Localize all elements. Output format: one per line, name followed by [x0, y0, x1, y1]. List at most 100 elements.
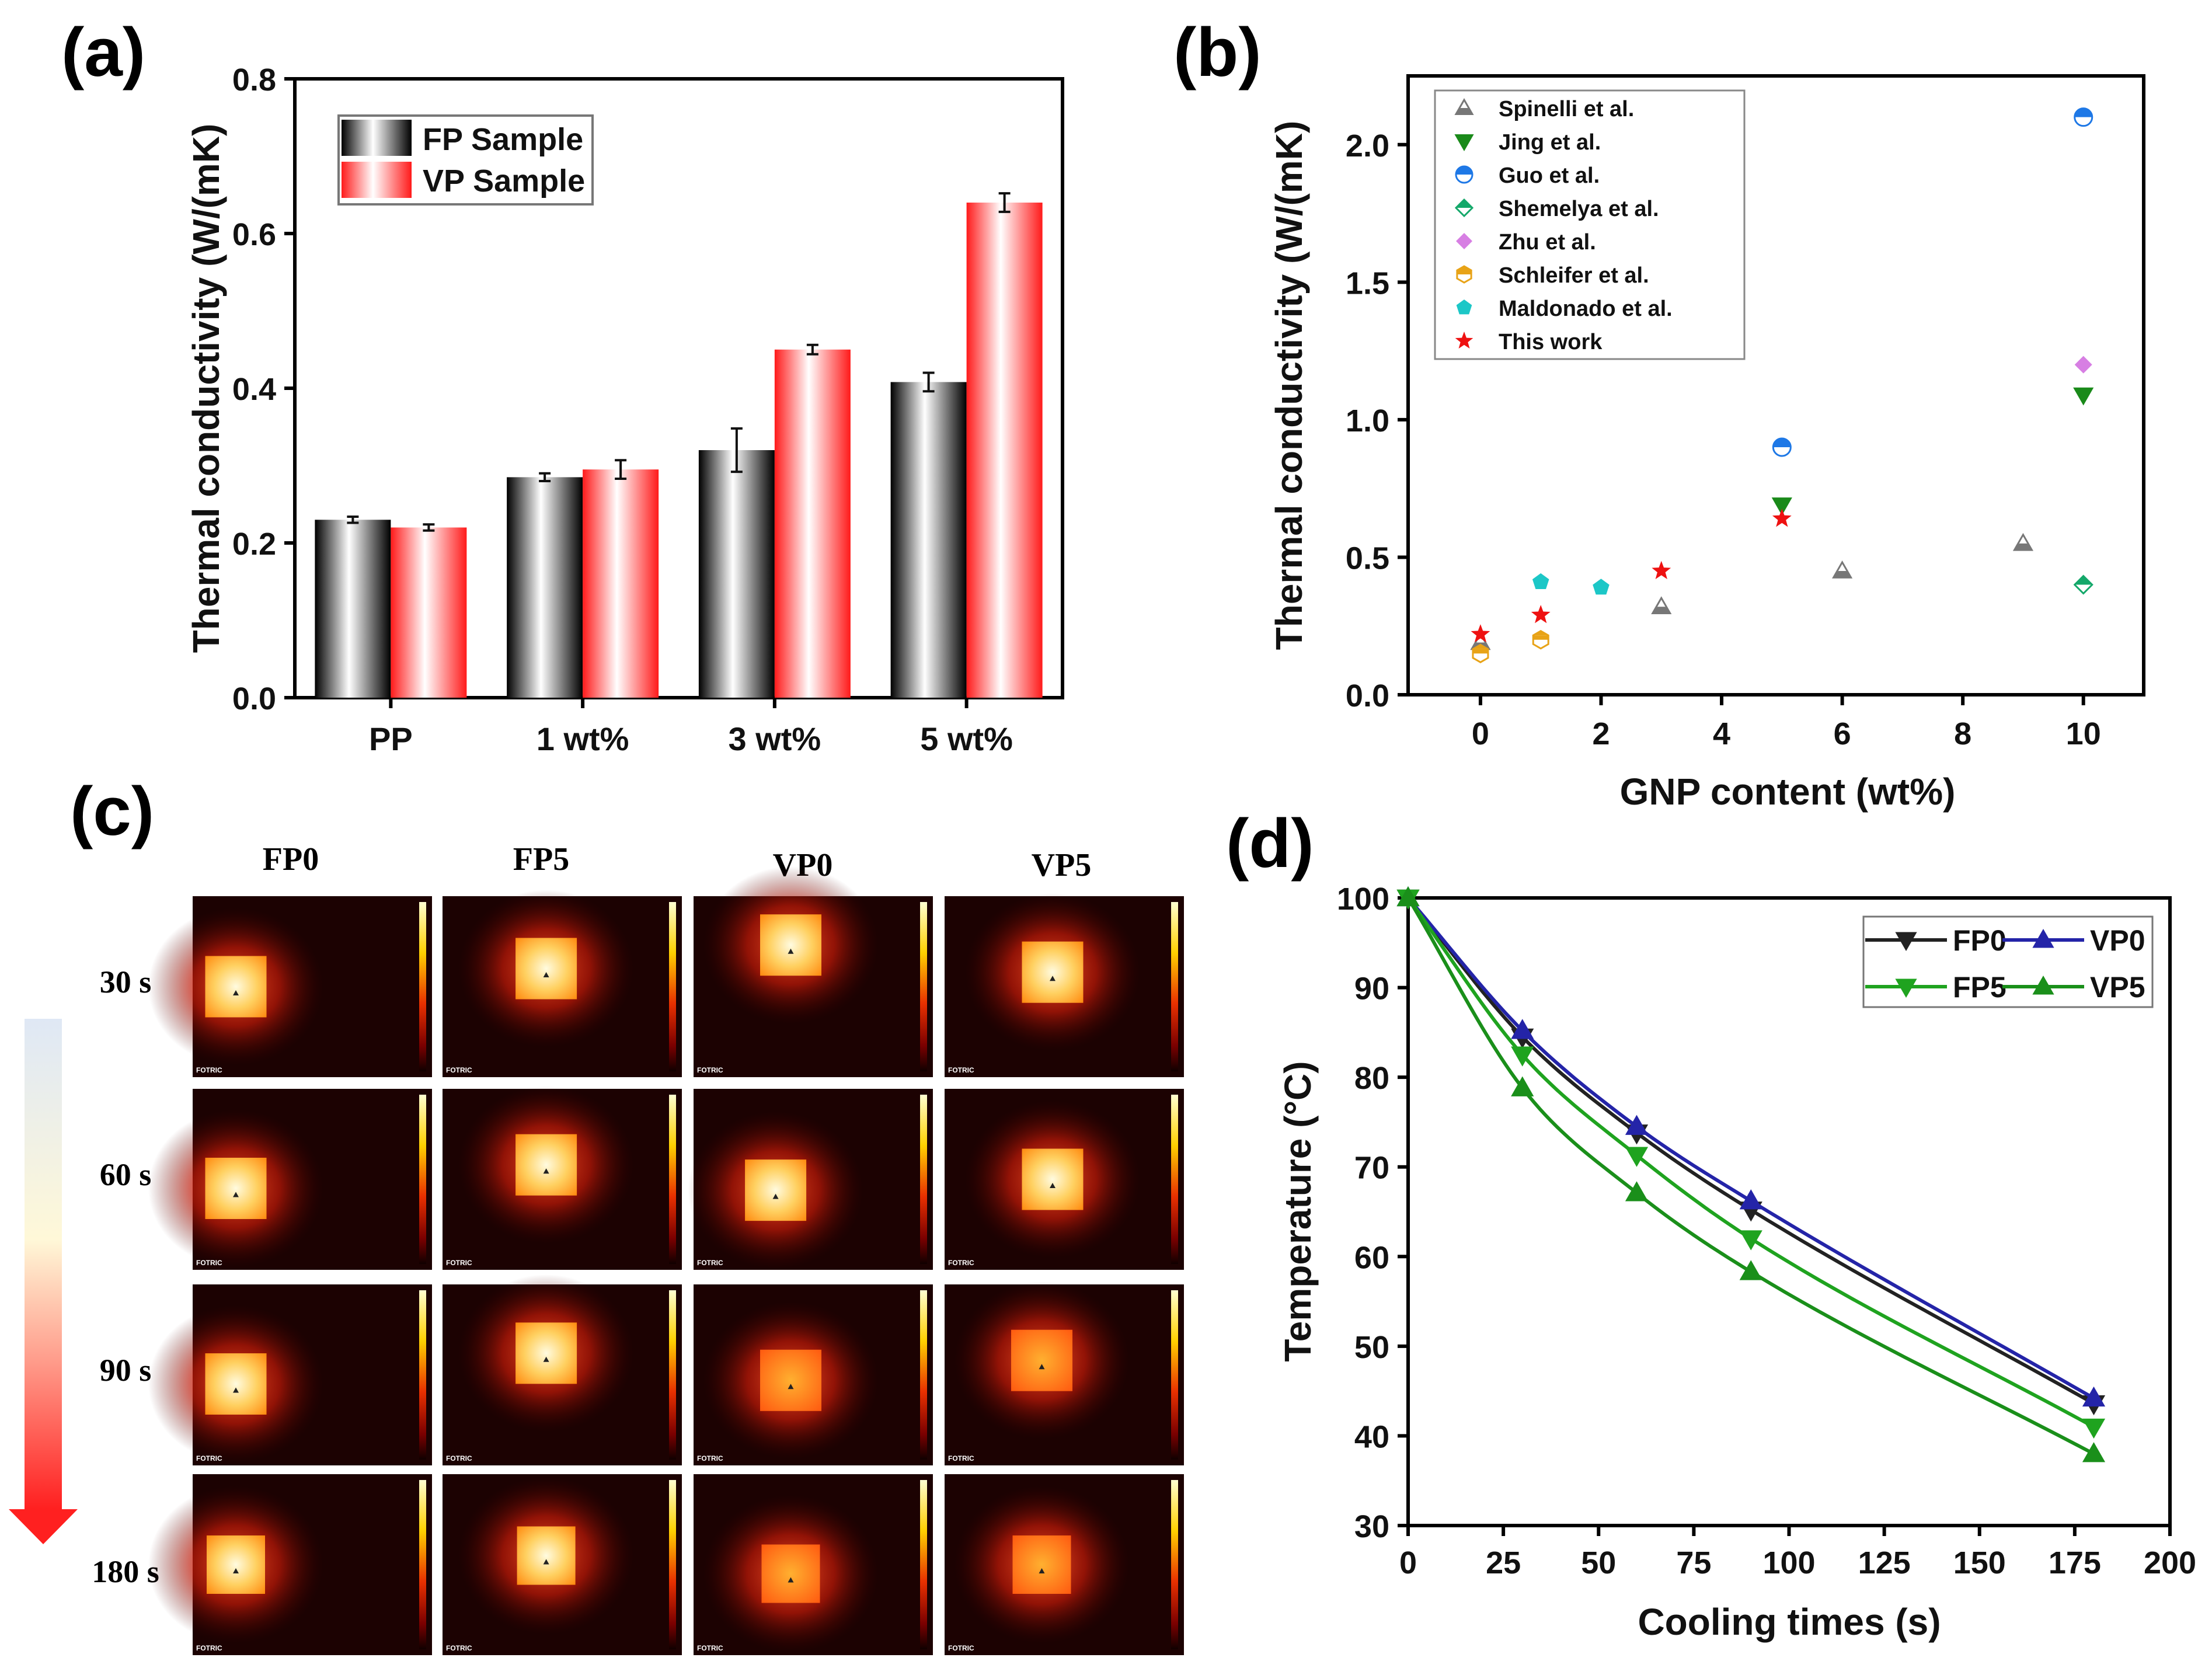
thermal-hot-square [207, 1535, 265, 1594]
y-tick-label-d-4: 70 [1354, 1151, 1389, 1186]
point-guo-0-fill [1773, 438, 1791, 447]
thermal-image-fp0-90s: FOTRIC [148, 1284, 432, 1465]
thermal-brand-label: FOTRIC [446, 1066, 472, 1074]
measurement-marker-icon [1050, 976, 1056, 981]
y-tick-label-b-3: 1.5 [1346, 266, 1389, 301]
y-axis-title-d: Temperature (°C) [1277, 1061, 1319, 1361]
y-tick-label-a-3: 0.6 [232, 217, 276, 252]
legend-b: Spinelli et al. Jing et al. Guo et al. Shem… [1434, 89, 1746, 360]
panel-a-bar-chart: 0.0 0.2 0.4 0.6 0.8 PP 1 wt% 3 wt% 5 wt% Thermal… [185, 62, 1064, 757]
point-vp5-2 [1625, 1181, 1649, 1202]
color-scale-bar [419, 1480, 426, 1649]
point-guo-0 [1772, 437, 1792, 457]
thermal-hot-square [205, 1158, 267, 1219]
y-tick-label-d-2: 50 [1354, 1330, 1389, 1365]
legend-marker-d-1 [2032, 928, 2054, 948]
point-this-1-shape [1531, 605, 1551, 624]
thermal-hot-square [205, 1353, 267, 1415]
column-header-vp5: VP5 [1032, 847, 1092, 883]
point-maldonado-0-shape [1532, 573, 1549, 589]
color-scale-bar [669, 902, 676, 1071]
bar-fp-sample-2 [698, 450, 775, 698]
point-vp5-4-shape [2082, 1442, 2106, 1462]
point-fp5-1 [1511, 1046, 1534, 1067]
error-bar-1-1 [615, 459, 627, 480]
legend-label-fp: FP Sample [423, 122, 583, 157]
point-fp5-3-shape [1739, 1230, 1762, 1251]
point-vp5-2-shape [1625, 1181, 1649, 1202]
legend-marker-b-5-fill [1457, 270, 1472, 274]
temperature-gradient-arrow [25, 1019, 62, 1509]
measurement-marker-icon [233, 1568, 239, 1573]
legend-marker-d-0-shape [1895, 932, 1917, 952]
point-vp0-1-shape [1511, 1019, 1534, 1039]
legend-marker-b-6 [1456, 300, 1472, 315]
color-scale-bar [920, 1095, 927, 1264]
legend-swatch-fp [342, 120, 412, 156]
point-spinelli-1 [1651, 596, 1672, 614]
row-label-60s: 60 s [100, 1157, 152, 1192]
point-vp5-3 [1739, 1260, 1762, 1280]
thermal-hot-square [515, 1322, 577, 1384]
point-this-1 [1531, 605, 1551, 624]
point-fp5-4-shape [2082, 1418, 2106, 1439]
point-spinelli-2-fill [1833, 571, 1851, 578]
point-this-0-shape [1471, 624, 1490, 643]
legend-label-b-3: Shemelya et al. [1499, 197, 1659, 221]
bar-vp-sample-2 [774, 349, 851, 698]
thermal-hot-square [760, 914, 821, 976]
point-this-2-shape [1652, 560, 1671, 579]
thermal-brand-label: FOTRIC [697, 1454, 723, 1462]
panel-label-a: (a) [61, 14, 145, 91]
point-shemelya-0-fill [2074, 576, 2092, 585]
measurement-marker-icon [788, 1577, 794, 1583]
point-vp0-4 [2082, 1386, 2106, 1407]
legend-marker-b-0 [1454, 97, 1474, 115]
thermal-hot-square [515, 1134, 577, 1196]
thermal-hot-square [1022, 1148, 1084, 1210]
point-maldonado-1-shape [1593, 579, 1610, 595]
thermal-image-fp0-30s: FOTRIC [148, 896, 432, 1077]
point-guo-1-fill [2074, 108, 2092, 117]
color-scale-bar [920, 1290, 927, 1460]
thermal-hot-square [760, 1349, 821, 1411]
y-tick-label-b-1: 0.5 [1346, 541, 1389, 576]
legend-marker-d-1-shape [2032, 928, 2054, 948]
legend-marker-b-1 [1454, 134, 1474, 152]
legend-label-b-1: Jing et al. [1499, 130, 1601, 155]
point-schleifer-1 [1532, 630, 1549, 650]
legend-marker-d-2-shape [1895, 978, 1917, 998]
legend-marker-b-7-shape [1455, 331, 1473, 349]
thermal-hot-square [517, 1526, 576, 1585]
point-schleifer-1-fill [1533, 635, 1549, 640]
point-vp5-3-shape [1739, 1260, 1762, 1280]
thermal-brand-label: FOTRIC [196, 1066, 222, 1074]
thermal-image-vp5-90s: FOTRIC [945, 1282, 1184, 1465]
point-schleifer-1-fill-top [1533, 631, 1549, 636]
legend-a: FP Sample VP Sample [337, 114, 594, 206]
point-zhu-0 [2074, 356, 2092, 374]
measurement-marker-icon [543, 1356, 549, 1362]
x-tick-label-d-1: 25 [1486, 1545, 1521, 1580]
legend-label-d-0: FP0 [1953, 924, 2007, 957]
legend-marker-b-2 [1455, 165, 1473, 184]
point-schleifer-0-fill-top [1473, 645, 1488, 649]
point-jing-0 [1771, 497, 1792, 516]
color-scale-bar [419, 1290, 426, 1460]
point-maldonado-1 [1593, 579, 1610, 595]
thermal-image-vp0-60s: FOTRIC [688, 1089, 933, 1270]
x-tick-label-d-6: 150 [1953, 1545, 2006, 1580]
point-vp0-3-shape [1739, 1189, 1762, 1210]
thermal-brand-label: FOTRIC [697, 1259, 723, 1267]
color-scale-bar [1171, 902, 1178, 1071]
error-bar-0-1 [539, 472, 551, 482]
point-zhu-0-shape [2074, 356, 2092, 374]
thermal-image-fp5-60s: FOTRIC [443, 1086, 682, 1270]
error-bar-1-3 [998, 192, 1011, 213]
x-axis-title-d: Cooling times (s) [1638, 1601, 1941, 1643]
point-this-3-shape [1772, 509, 1792, 527]
legend-frame-b [1434, 89, 1746, 360]
thermal-hot-square [761, 1544, 820, 1603]
